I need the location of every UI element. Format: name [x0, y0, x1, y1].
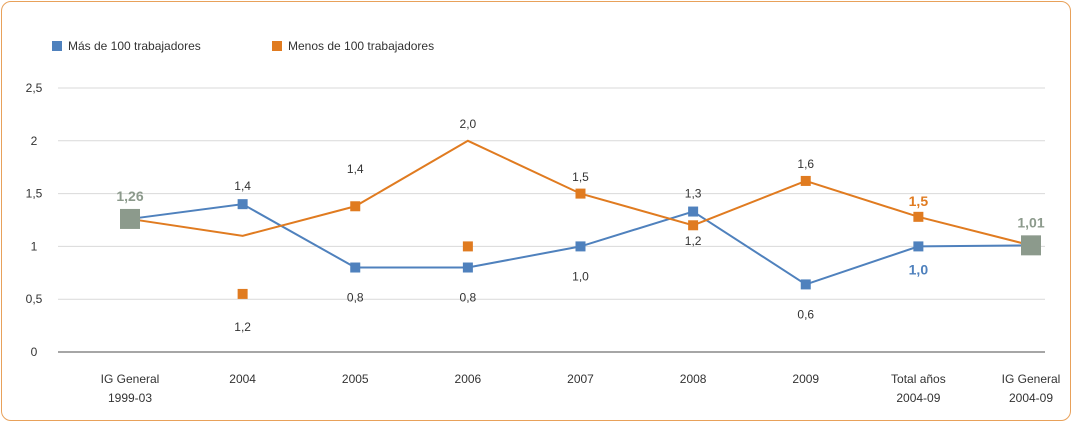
point-marker-0 [913, 241, 924, 252]
y-tick-label: 0 [31, 345, 38, 359]
legend-swatch-0 [52, 41, 62, 51]
point-marker-1 [575, 188, 586, 199]
x-tick-label: IG General 2004-09 [1002, 372, 1061, 405]
y-tick-label: 2 [31, 134, 38, 148]
point-marker-1 [800, 175, 811, 186]
data-label-blue: 0,8 [460, 291, 477, 305]
data-label-blue: 1,3 [685, 187, 702, 201]
y-tick-label: 1,5 [26, 187, 43, 201]
data-label-orange: 1,2 [685, 234, 702, 248]
y-tick-label: 0,5 [26, 292, 43, 306]
ig-data-label: 1,01 [1017, 214, 1044, 230]
point-marker-extra [237, 288, 248, 299]
point-marker-extra [462, 241, 473, 252]
x-tick-label: 2007 [567, 372, 594, 386]
data-label-orange: 1,4 [347, 162, 364, 176]
data-label-orange: 2,0 [460, 117, 477, 131]
point-marker-0 [688, 206, 699, 217]
ig-marker [120, 208, 140, 229]
x-tick-label: 2009 [792, 372, 819, 386]
y-tick-label: 2,5 [26, 81, 43, 95]
data-label-blue: 0,6 [797, 307, 814, 321]
point-marker-0 [237, 199, 248, 210]
data-label-orange: 1,5 [909, 193, 929, 209]
point-marker-1 [350, 201, 361, 212]
ig-marker [1021, 235, 1041, 256]
data-label-blue: 1,0 [909, 261, 929, 277]
point-marker-0 [575, 241, 586, 252]
legend-swatch-1 [272, 41, 282, 51]
ig-data-label: 1,26 [116, 188, 143, 204]
data-label-blue: 1,0 [572, 269, 589, 283]
point-marker-1 [688, 220, 699, 231]
legend-label-1: Menos de 100 trabajadores [288, 39, 434, 53]
x-tick-label: IG General 1999-03 [101, 372, 160, 405]
x-tick-label: 2008 [680, 372, 707, 386]
x-tick-label: 2004 [229, 372, 256, 386]
y-tick-label: 1 [31, 239, 38, 253]
data-label-orange: 1,5 [572, 170, 589, 184]
point-marker-0 [800, 279, 811, 290]
x-tick-label: Total años 2004-09 [891, 372, 946, 405]
data-label-blue: 1,4 [234, 179, 251, 193]
data-label-orange: 1,6 [797, 157, 814, 171]
x-tick-label: 2005 [342, 372, 369, 386]
data-label-blue: 0,8 [347, 291, 364, 305]
point-marker-0 [350, 262, 361, 273]
point-marker-1 [913, 211, 924, 222]
x-tick-label: 2006 [455, 372, 482, 386]
legend-label-0: Más de 100 trabajadores [68, 39, 201, 53]
data-label-orange: 1,2 [234, 320, 251, 334]
point-marker-0 [462, 262, 473, 273]
